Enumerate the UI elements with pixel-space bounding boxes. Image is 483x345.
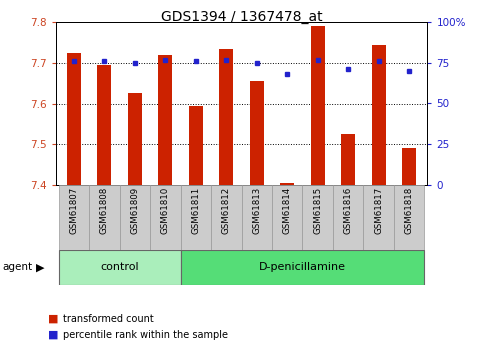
Text: GSM61808: GSM61808 [100,187,109,234]
Text: ■: ■ [48,314,59,324]
Bar [181,250,425,285]
Text: GSM61807: GSM61807 [70,187,78,234]
Text: GSM61818: GSM61818 [405,187,413,234]
Text: GSM61811: GSM61811 [191,187,200,234]
Bar [341,134,355,185]
Bar [242,185,272,250]
Bar [58,250,181,285]
Text: GSM61812: GSM61812 [222,187,231,234]
Bar [189,106,203,185]
Bar [363,185,394,250]
Bar [158,55,172,185]
Bar [181,185,211,250]
Text: GSM61810: GSM61810 [161,187,170,234]
Bar [402,148,416,185]
Text: control: control [100,263,139,272]
Text: GSM61809: GSM61809 [130,187,139,234]
Bar [311,27,325,185]
Bar [280,183,294,185]
Bar [58,185,89,250]
Text: ■: ■ [48,330,59,339]
Text: GDS1394 / 1367478_at: GDS1394 / 1367478_at [161,10,322,24]
Text: GSM61816: GSM61816 [344,187,353,234]
Text: GSM61814: GSM61814 [283,187,292,234]
Bar [120,185,150,250]
Text: GSM61815: GSM61815 [313,187,322,234]
Bar [219,49,233,185]
Text: transformed count: transformed count [63,314,154,324]
Text: D-penicillamine: D-penicillamine [259,263,346,272]
Text: ▶: ▶ [36,263,44,272]
Text: GSM61817: GSM61817 [374,187,383,234]
Bar [394,185,425,250]
Bar [150,185,181,250]
Bar [372,45,385,185]
Bar [128,93,142,185]
Bar [250,81,264,185]
Text: agent: agent [2,263,32,272]
Bar [272,185,302,250]
Bar [211,185,242,250]
Text: percentile rank within the sample: percentile rank within the sample [63,330,228,339]
Bar [67,53,81,185]
Bar [333,185,363,250]
Bar [98,65,111,185]
Bar [89,185,120,250]
Text: GSM61813: GSM61813 [252,187,261,234]
Bar [302,185,333,250]
